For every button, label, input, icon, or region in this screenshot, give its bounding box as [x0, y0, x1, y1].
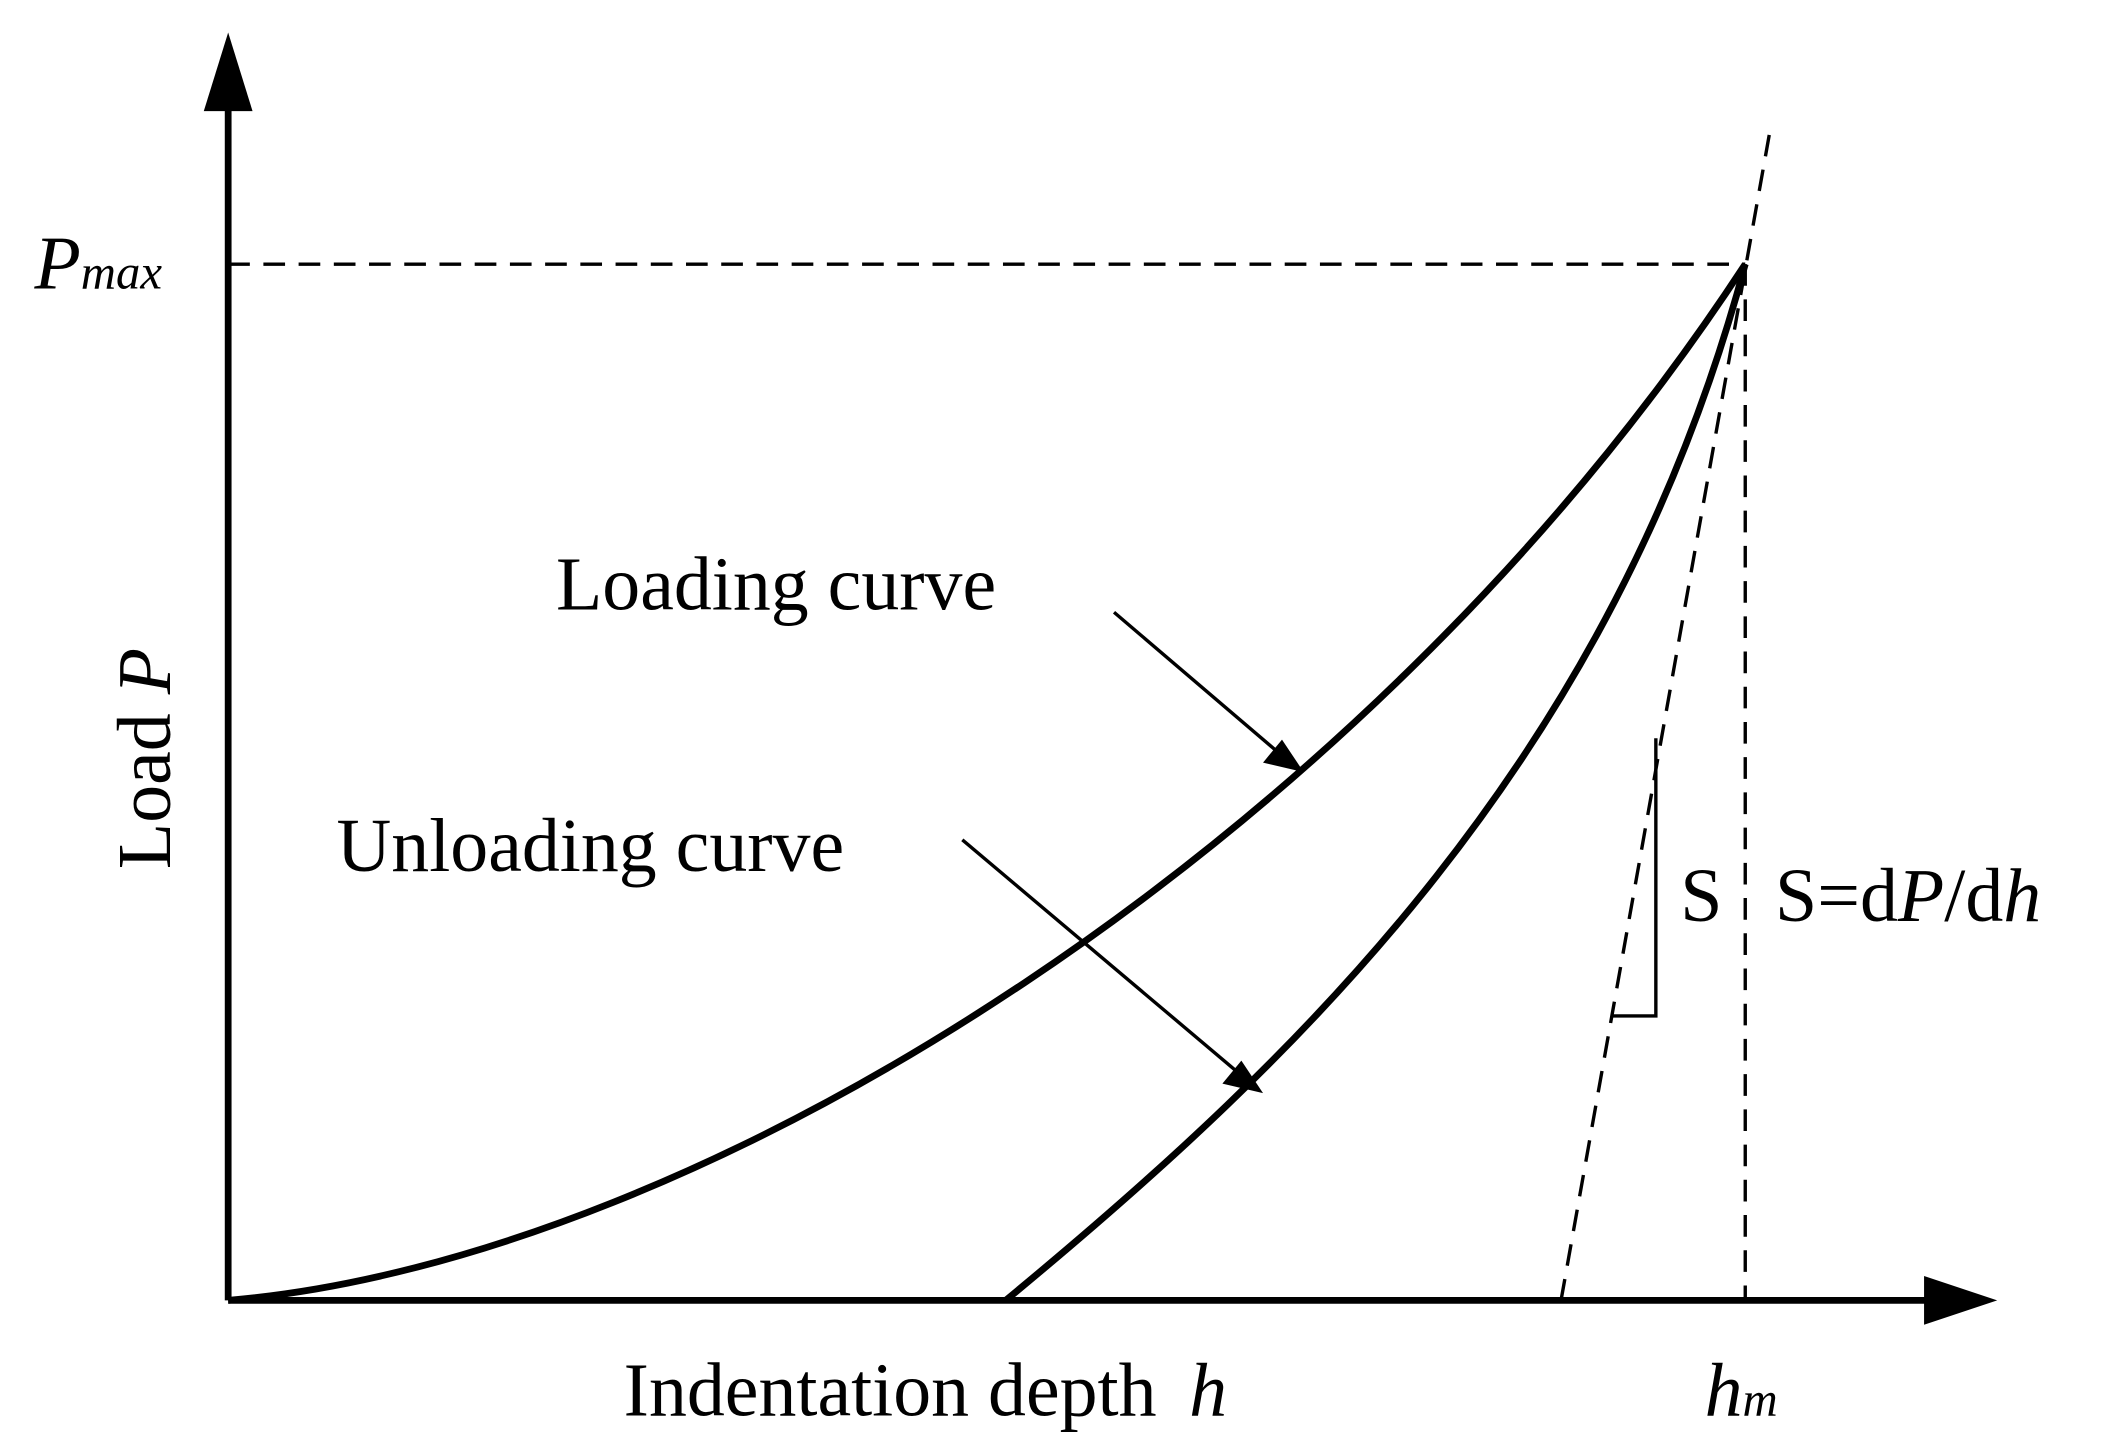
x-axis-label: Indentation depth h: [624, 1348, 1227, 1432]
hm-label: hm: [1705, 1348, 1778, 1432]
stiffness-formula: S=dP/dh: [1775, 854, 2041, 938]
slope-triangle: [1612, 738, 1658, 1018]
y-axis-label: Load P: [103, 648, 187, 869]
y-axis-arrow: [203, 32, 253, 112]
formula-lhs: S=d: [1775, 854, 1898, 938]
tangent-line: [1559, 132, 1772, 1301]
x-axis-variable: h: [1189, 1348, 1227, 1432]
loading-curve-label: Loading curve: [556, 543, 996, 627]
stiffness-symbol: S: [1680, 854, 1722, 938]
unloading-curve-label: Unloading curve: [337, 804, 845, 888]
hm-symbol: h: [1705, 1348, 1743, 1432]
hm-subscript: m: [1743, 1372, 1778, 1426]
formula-h: h: [2003, 854, 2041, 938]
loading-pointer-head: [1263, 739, 1304, 773]
x-axis-arrow: [1924, 1275, 1998, 1325]
y-axis-variable: P: [103, 648, 187, 695]
pmax-label: Pmax: [33, 222, 162, 306]
unloading-pointer: [961, 838, 1242, 1076]
x-axis-label-text: Indentation depth: [624, 1348, 1157, 1432]
pmax-symbol: P: [33, 222, 80, 306]
loading-curve: [227, 262, 1749, 1304]
pmax-subscript: max: [81, 246, 163, 300]
loading-pointer: [1112, 610, 1282, 756]
y-axis-label-text: Load: [103, 713, 187, 869]
formula-p: P: [1897, 854, 1944, 938]
unloading-curve: [1003, 263, 1749, 1303]
formula-slash: /d: [1944, 854, 2003, 938]
unloading-pointer-head: [1222, 1060, 1264, 1094]
